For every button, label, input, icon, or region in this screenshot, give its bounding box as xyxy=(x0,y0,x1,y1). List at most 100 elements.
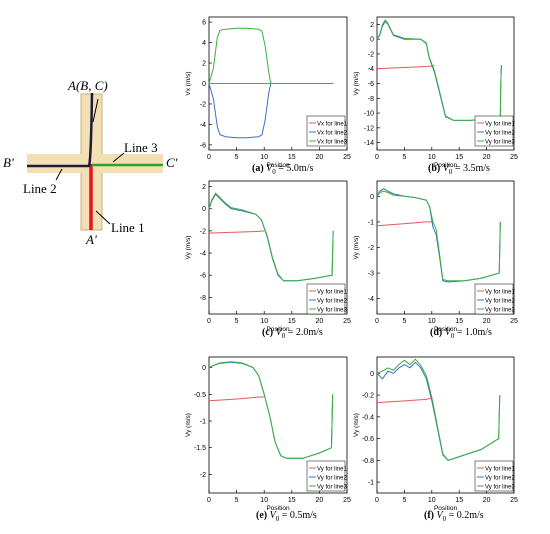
y-tick-label: -2 xyxy=(368,245,374,252)
y-tick-label: -8 xyxy=(200,295,206,302)
label-bottom: A' xyxy=(85,232,97,247)
series-line-3 xyxy=(208,27,334,84)
x-axis-label: Position xyxy=(266,162,290,169)
legend-label: Vy for line3 xyxy=(485,139,515,145)
x-axis-label: Position xyxy=(266,326,290,333)
x-tick-label: 25 xyxy=(510,318,518,325)
y-tick-label: -4 xyxy=(200,251,206,258)
legend-label: Vy for line3 xyxy=(485,484,515,490)
chart-a: 0 5 10 15 20 25 -6 -4 -2 0 2 4 6 Position Vx (m/s) Vx f… xyxy=(185,16,351,169)
x-axis-label: Position xyxy=(434,505,458,512)
y-tick-label: 0 xyxy=(202,81,206,88)
legend-label: Vy for line1 xyxy=(317,289,347,295)
series-line-1 xyxy=(376,397,432,404)
y-axis-label: Vy (m/s) xyxy=(185,413,192,437)
x-tick-label: 10 xyxy=(260,318,268,325)
chart-c: 0 5 10 15 20 25 -8 -6 -4 -2 0 2 Position Vy (m/s) Vy f… xyxy=(185,180,351,333)
legend-label: Vy for line1 xyxy=(485,289,515,295)
series-line-3 xyxy=(208,361,334,459)
legend-label: Vy for line3 xyxy=(317,484,347,490)
legend-label: Vy for line3 xyxy=(485,307,515,313)
series-line-1 xyxy=(376,65,435,70)
x-tick-label: 10 xyxy=(428,154,436,161)
y-tick-label: -2 xyxy=(368,51,374,58)
series-line-1 xyxy=(208,396,265,402)
caption-f: (f) V0 = 0.2m/s xyxy=(424,510,484,523)
legend-box xyxy=(474,460,514,492)
y-tick-label: -14 xyxy=(364,140,374,147)
legend-label: Vy for line3 xyxy=(317,307,347,313)
x-tick-label: 20 xyxy=(483,154,491,161)
x-tick-label: 5 xyxy=(235,318,239,325)
y-tick-label: -0.8 xyxy=(362,458,374,465)
x-tick-label: 0 xyxy=(207,154,211,161)
chart-e: 0 5 10 15 20 25 -2 -1.5 -1 -0.5 0 Position Vy (m/s) V… xyxy=(185,356,351,512)
y-tick-label: -2 xyxy=(200,472,206,479)
chart-f: 0 5 10 15 20 25 -1 -0.8 -0.6 -0.4 -0.2 0 Position Vy … xyxy=(353,356,518,512)
legend: Vy for line1 Vy for line2 Vy for line3 xyxy=(474,283,515,315)
x-tick-label: 25 xyxy=(343,318,351,325)
legend: Vy for line1 Vy for line2 Vy for line3 xyxy=(474,460,515,492)
y-tick-label: 2 xyxy=(202,184,206,191)
x-tick-label: 10 xyxy=(428,497,436,504)
legend-label: Vy for line2 xyxy=(485,475,515,481)
label-top: A(B, C) xyxy=(67,78,108,93)
y-tick-label: -2 xyxy=(200,228,206,235)
y-tick-label: -1 xyxy=(368,219,374,226)
y-tick-label: 0 xyxy=(370,371,374,378)
x-tick-label: 15 xyxy=(288,497,296,504)
x-tick-label: 20 xyxy=(316,497,324,504)
y-tick-label: -1.5 xyxy=(194,445,206,452)
x-tick-label: 5 xyxy=(402,154,406,161)
x-tick-label: 15 xyxy=(455,154,463,161)
legend: Vy for line1 Vy for line2 Vy for line3 xyxy=(306,283,347,315)
y-tick-label: 6 xyxy=(202,20,206,27)
channel-horizontal xyxy=(27,154,163,173)
legend-label: Vy for line2 xyxy=(317,475,347,481)
series-line-1 xyxy=(208,230,265,234)
y-tick-label: 0 xyxy=(370,37,374,44)
x-tick-label: 25 xyxy=(510,154,518,161)
x-tick-label: 5 xyxy=(235,154,239,161)
chart-d: 0 5 10 15 20 25 -4 -3 -2 -1 0 Position Vy (m/s) Vy fo… xyxy=(353,180,518,333)
y-tick-label: -0.4 xyxy=(362,414,374,421)
y-axis-label: Vy (m/s) xyxy=(353,72,360,96)
caption-c: (c) V0 = 2.0m/s xyxy=(262,327,323,340)
arrow-line3 xyxy=(112,152,125,163)
y-tick-label: -4 xyxy=(368,296,374,303)
x-tick-label: 25 xyxy=(343,497,351,504)
y-tick-label: -0.2 xyxy=(362,393,374,400)
y-tick-label: 0 xyxy=(202,206,206,213)
y-tick-label: -6 xyxy=(200,273,206,280)
label-line2: Line 2 xyxy=(23,181,57,196)
y-tick-label: 2 xyxy=(370,22,374,29)
caption-d: (d) V0 = 1.0m/s xyxy=(430,327,492,340)
y-tick-label: -0.6 xyxy=(362,436,374,443)
x-tick-label: 20 xyxy=(316,318,324,325)
label-right: C' xyxy=(166,155,178,170)
series-line-3 xyxy=(208,192,334,282)
x-axis-label: Position xyxy=(434,162,458,169)
y-tick-label: 0 xyxy=(202,365,206,372)
x-axis-label: Position xyxy=(434,326,458,333)
y-tick-label: 2 xyxy=(202,61,206,68)
x-tick-label: 0 xyxy=(375,318,379,325)
y-tick-label: -10 xyxy=(364,111,374,118)
x-tick-label: 15 xyxy=(455,497,463,504)
legend-label: Vy for line1 xyxy=(485,466,515,472)
legend-label: Vy for line1 xyxy=(317,466,347,472)
x-tick-label: 0 xyxy=(207,318,211,325)
legend: Vy for line1 Vy for line2 Vy for line3 xyxy=(306,460,347,492)
series-line-3 xyxy=(376,358,501,461)
y-tick-label: -2 xyxy=(200,101,206,108)
y-tick-label: -1 xyxy=(200,419,206,426)
x-tick-label: 20 xyxy=(316,154,324,161)
y-tick-label: -0.5 xyxy=(194,392,206,399)
x-tick-label: 5 xyxy=(235,497,239,504)
label-left: B' xyxy=(3,155,14,170)
x-tick-label: 0 xyxy=(207,497,211,504)
caption-e: (e) V0 = 0.5m/s xyxy=(256,510,317,523)
y-tick-label: -8 xyxy=(368,96,374,103)
y-tick-label: -12 xyxy=(364,125,374,132)
